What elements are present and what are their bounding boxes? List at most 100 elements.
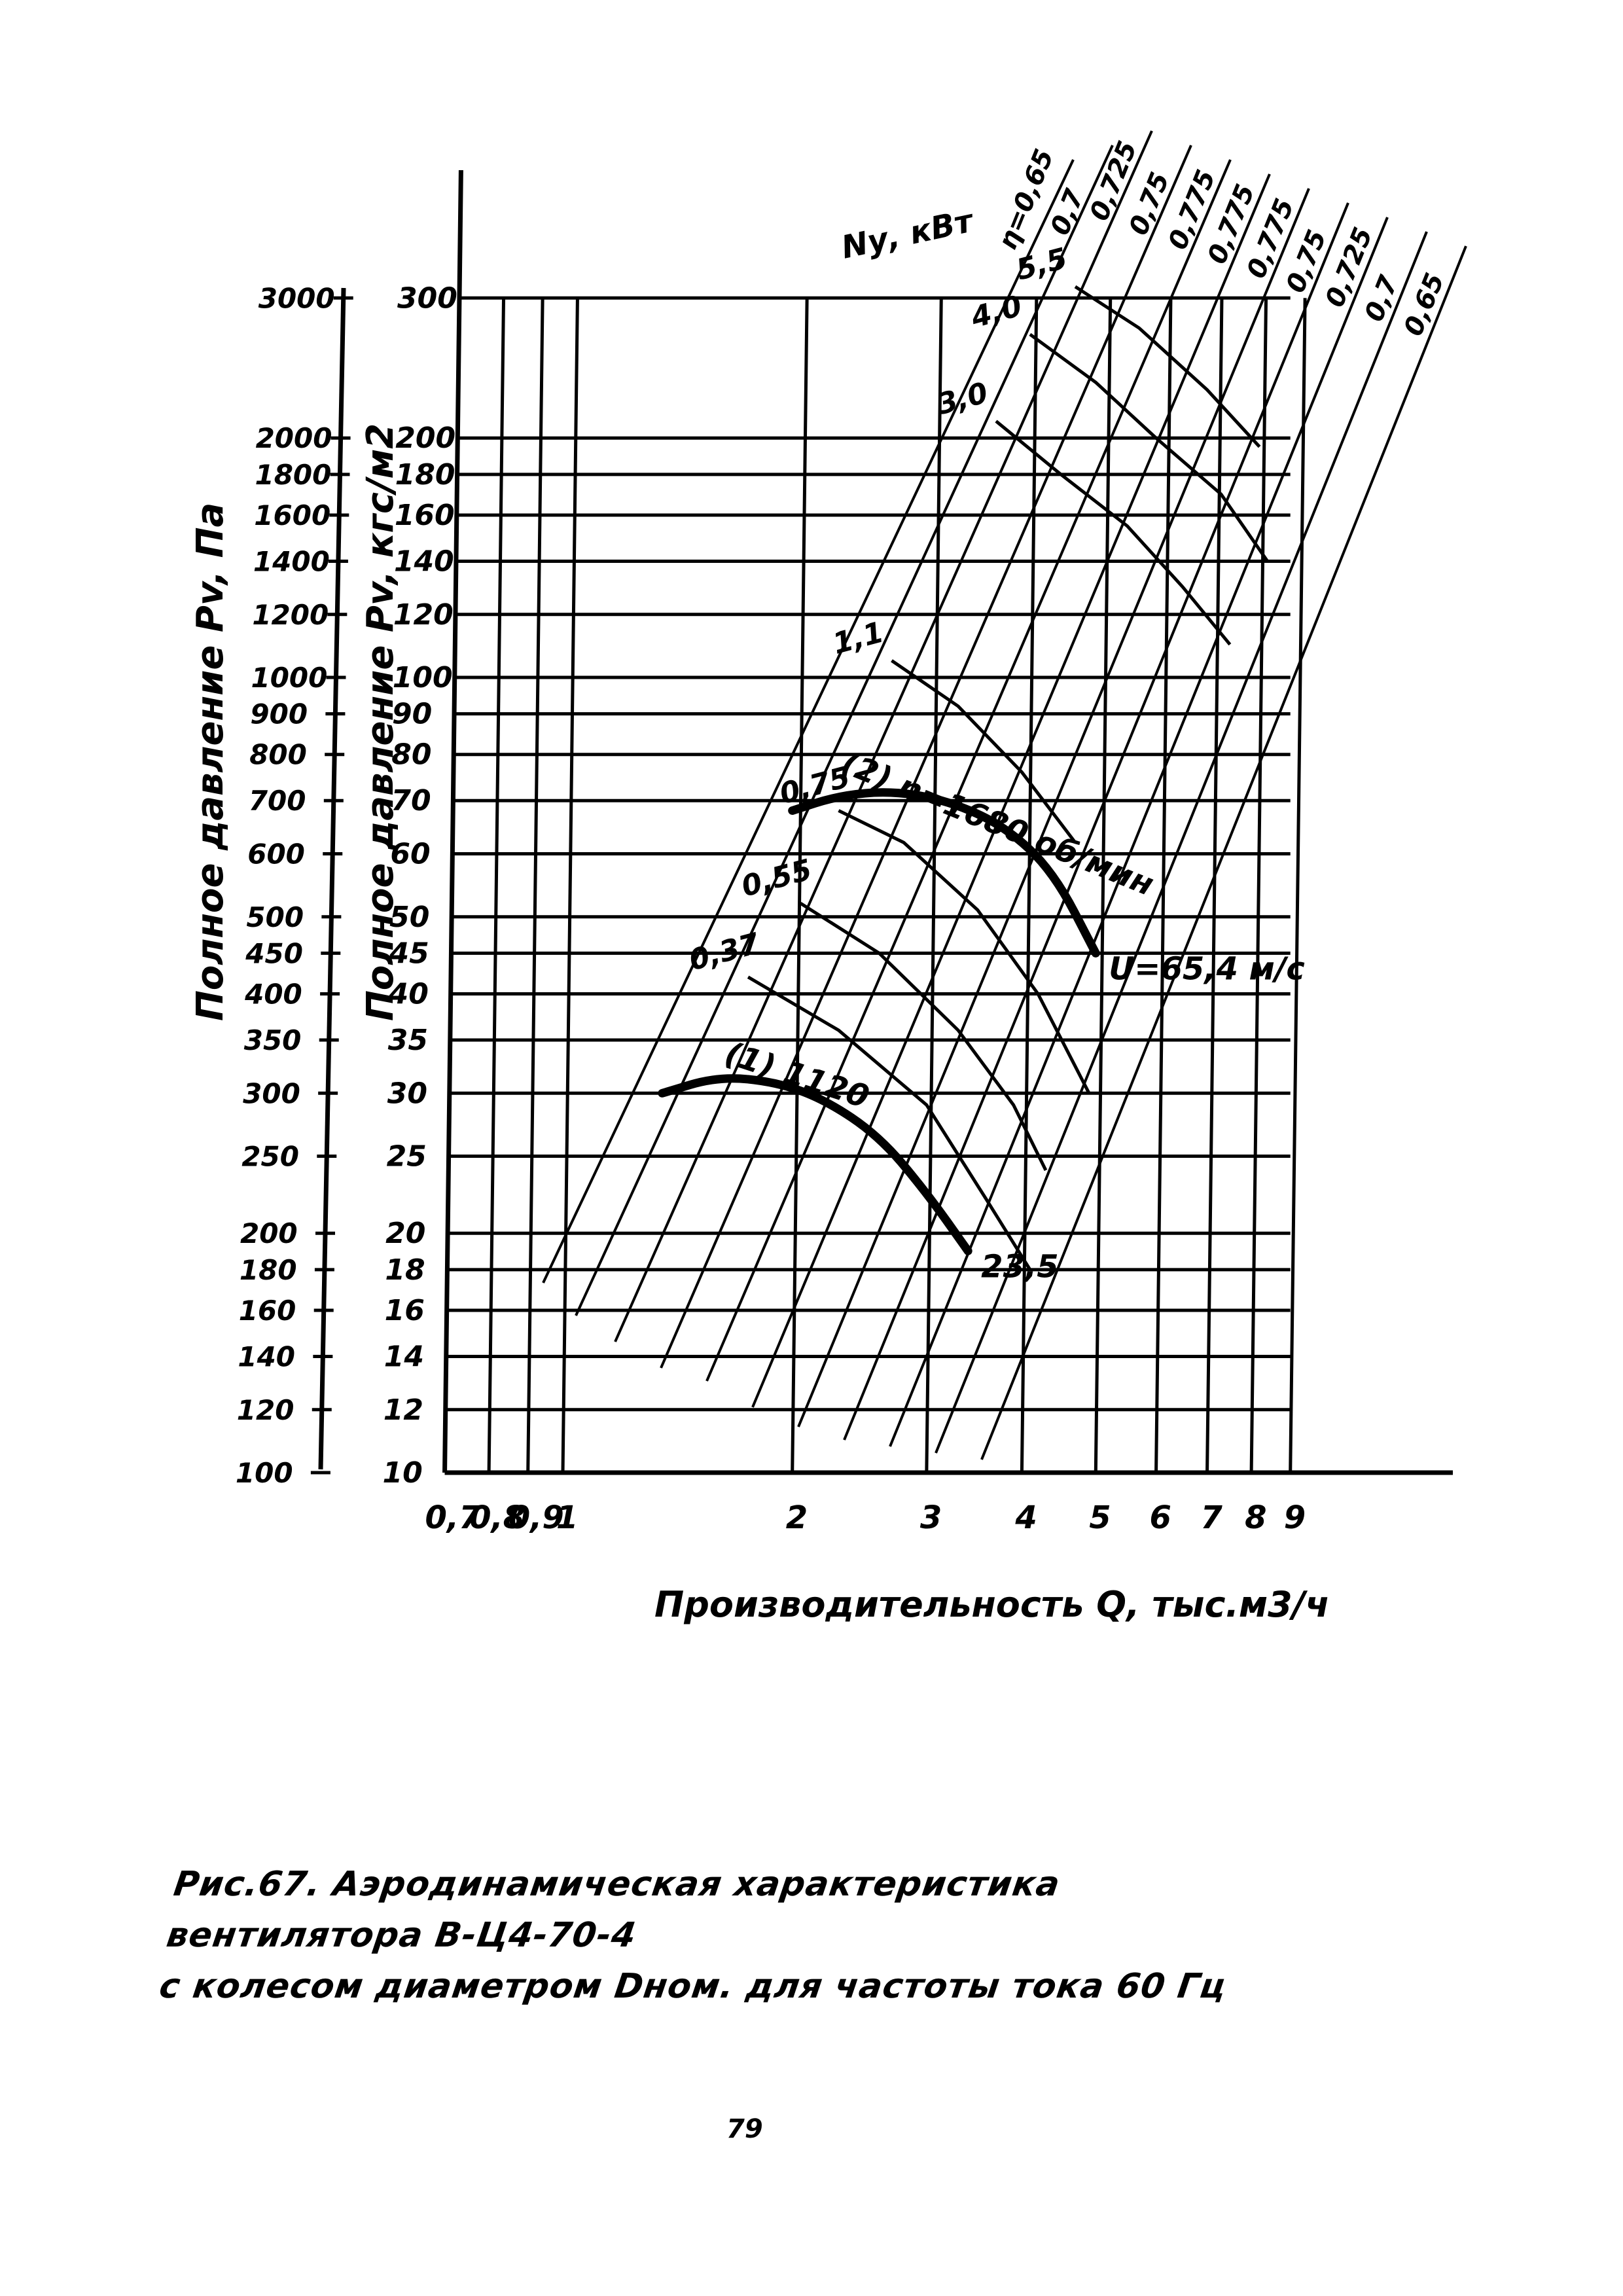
secondary-y-tick-label: 2000	[256, 422, 332, 454]
axes	[310, 170, 1453, 1475]
secondary-y-tick-label: 1200	[252, 599, 329, 631]
pressure-curves	[658, 788, 1100, 1255]
secondary-y-axis-title: Полное давление Pv, Па	[189, 503, 232, 1021]
y-tick-label: 160	[395, 499, 455, 532]
efficiency-label: 0,7	[1359, 272, 1404, 326]
y-tick-label: 45	[388, 937, 429, 970]
power-curve	[891, 659, 1077, 844]
series-end-label: 23,5	[981, 1248, 1058, 1285]
x-tick-label: 6	[1150, 1499, 1171, 1536]
y-tick-label: 35	[388, 1024, 428, 1057]
y-tick-label: 25	[387, 1140, 427, 1174]
grid-line-v	[1094, 298, 1113, 1473]
y-tick-label: 100	[393, 661, 453, 694]
y-tick-label: 40	[388, 977, 429, 1011]
power-curve	[838, 809, 1091, 1094]
efficiency-line	[889, 217, 1389, 1447]
y-tick-label: 300	[397, 281, 457, 315]
efficiency-line	[843, 202, 1349, 1441]
y-tick-label: 200	[395, 422, 455, 455]
secondary-y-tick-label: 1400	[253, 545, 330, 577]
grid-line-v	[1249, 298, 1268, 1473]
power-curve-label: 4,0	[967, 289, 1026, 335]
secondary-y-tick-label: 180	[240, 1254, 297, 1286]
y-axis	[442, 170, 463, 1473]
power-curve	[1074, 285, 1261, 448]
secondary-y-tick-label: 120	[237, 1394, 294, 1426]
efficiency-line	[660, 145, 1192, 1369]
secondary-y-tick-label: 250	[241, 1141, 299, 1173]
pressure-curve	[788, 788, 1100, 958]
secondary-y-tick-label: 500	[246, 901, 304, 933]
efficiency-label: η=0,65	[993, 145, 1060, 254]
grid-line-v	[1289, 298, 1307, 1473]
y-tick-label: 14	[384, 1340, 424, 1373]
series-label: (2) n=1680 об/мин	[836, 745, 1159, 903]
x-tick-label: 9	[1284, 1499, 1306, 1536]
y-tick-label: 60	[390, 838, 430, 871]
secondary-y-tick-label: 300	[243, 1077, 300, 1109]
efficiency-line	[797, 188, 1310, 1427]
secondary-y-tick-label: 800	[249, 739, 307, 771]
efficiency-line	[751, 173, 1271, 1408]
y-tick-label: 50	[389, 901, 429, 934]
power-axis-label: Nу, кВт	[838, 202, 978, 266]
power-curve-label: 0,55	[738, 853, 815, 903]
y-tick-label: 18	[385, 1253, 425, 1287]
y-tick-label: 120	[393, 598, 454, 632]
y-tick-label: 10	[383, 1456, 423, 1490]
caption-line-1: Рис.67. Аэродинамическая характеристика …	[164, 1865, 1063, 1955]
grid-line-v	[561, 298, 579, 1473]
power-curve	[1029, 332, 1269, 562]
secondary-y-tick-label: 3000	[259, 282, 335, 314]
x-tick-label: 3	[920, 1499, 942, 1536]
y-axis-title: Полное давление Pv, кгс/м2	[359, 423, 402, 1021]
x-tick-label: 5	[1089, 1499, 1111, 1536]
secondary-y-tick-label: 900	[250, 698, 308, 730]
efficiency-line	[542, 159, 1075, 1283]
y-tick-label: 12	[383, 1393, 423, 1427]
secondary-y-tick-label: 200	[240, 1217, 298, 1249]
power-curve	[995, 420, 1232, 646]
grid-line-v	[487, 298, 506, 1473]
x-tick-label: 2	[786, 1499, 808, 1536]
grid-line-v	[1020, 298, 1039, 1473]
x-tick-label: 4	[1014, 1499, 1037, 1536]
x-tick-label: 0,9	[508, 1499, 564, 1536]
secondary-y-tick-label: 160	[239, 1295, 296, 1327]
secondary-y-tick-label: 140	[238, 1340, 295, 1372]
y-tick-label: 80	[391, 738, 431, 772]
series-end-label: U=65,4 м/с	[1109, 950, 1305, 987]
page-number: 79	[726, 2114, 763, 2144]
efficiency-lines	[542, 130, 1467, 1460]
y-tick-label: 70	[391, 784, 431, 817]
x-axis-title: Производительность Q, тыс.м3/ч	[654, 1584, 1330, 1625]
pressure-curve	[658, 1074, 972, 1255]
y-tick-label: 90	[392, 698, 432, 731]
secondary-y-tick-label: 600	[247, 838, 305, 870]
power-curve	[747, 975, 1032, 1271]
efficiency-line	[575, 145, 1114, 1316]
y-tick-label: 180	[395, 458, 455, 492]
grid-line-v	[791, 298, 809, 1473]
power-curve-label: 0,37	[686, 927, 763, 977]
efficiency-line	[705, 159, 1232, 1382]
secondary-y-tick-label: 400	[244, 978, 302, 1010]
grid-line-v	[526, 298, 544, 1473]
x-tick-label: 8	[1245, 1499, 1266, 1536]
efficiency-line	[980, 245, 1467, 1460]
x-tick-label: 0,8	[469, 1499, 525, 1536]
x-tick-label: 1	[556, 1499, 578, 1536]
grid-line-v	[925, 298, 943, 1473]
secondary-y-tick-label: 450	[245, 937, 303, 969]
secondary-y-axis	[318, 287, 346, 1470]
x-tick-label: 0,7	[425, 1499, 482, 1536]
x-tick-label: 7	[1201, 1499, 1223, 1536]
y-tick-label: 30	[387, 1077, 427, 1110]
y-tick-label: 20	[385, 1217, 425, 1250]
power-curves	[747, 285, 1269, 1271]
secondary-y-tick-label: 700	[249, 785, 306, 817]
plot-grid	[443, 296, 1307, 1475]
secondary-y-tick-label: 1600	[254, 499, 330, 531]
power-curve	[799, 901, 1048, 1172]
